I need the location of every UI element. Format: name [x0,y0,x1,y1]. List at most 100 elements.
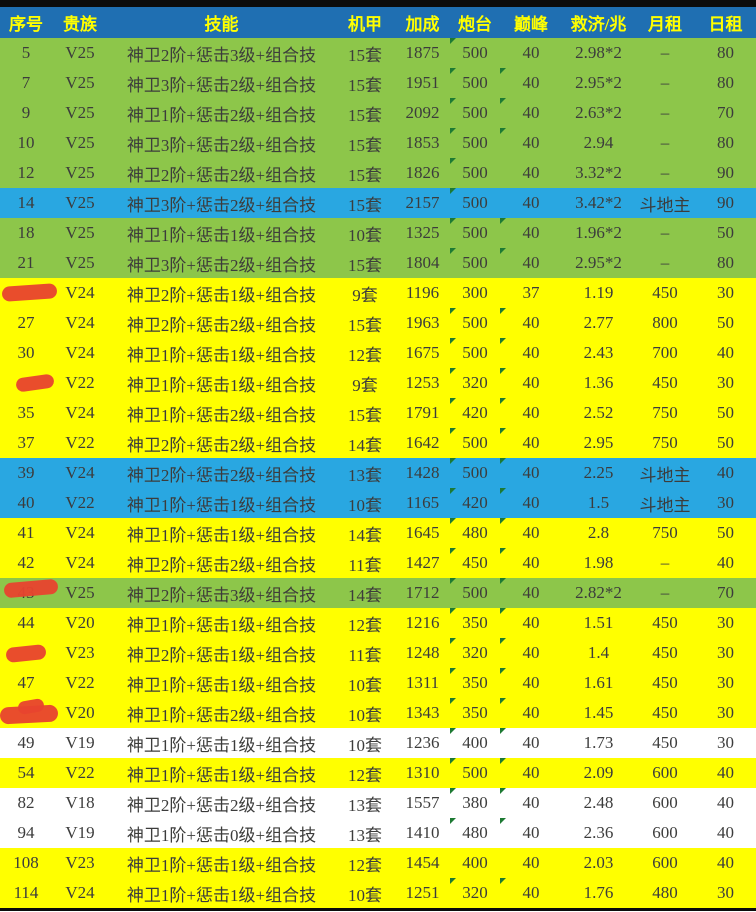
cell-jijia[interactable]: 11套 [348,645,382,665]
cell-dianfeng[interactable]: 40 [500,548,562,578]
cell-rizu[interactable]: 30 [717,283,734,302]
cell-jiuji[interactable]: 1.5 [587,493,610,512]
cell-yuezu[interactable]: 750 [652,433,678,452]
cell-xuhao[interactable]: 39 [17,463,35,482]
cell-xuhao[interactable]: 47 [17,673,35,692]
cell-jineng[interactable]: 神卫2阶+惩击3级+组合技 [126,585,317,605]
cell-jijia[interactable]: 14套 [348,525,382,545]
cell-paotai[interactable]: 350 [450,698,500,728]
cell-guizu[interactable]: V24 [65,343,95,362]
cell-jiuji[interactable]: 2.77 [583,313,614,332]
cell-jiuji[interactable]: 1.61 [583,673,614,692]
cell-guizu[interactable]: V20 [65,613,95,632]
cell-jiuji[interactable]: 1.19 [583,283,614,302]
cell-paotai[interactable]: 500 [450,248,500,278]
cell-jiuji[interactable]: 1.96*2 [575,223,622,242]
cell-xuhao[interactable]: 5 [21,43,31,62]
cell-jiuji[interactable]: 2.8 [587,523,610,542]
cell-xuhao[interactable]: 49 [17,733,35,752]
cell-jiacheng[interactable]: 1216 [405,613,440,632]
cell-jiacheng[interactable]: 1410 [405,823,440,842]
cell-jiacheng[interactable]: 2157 [405,193,440,212]
cell-guizu[interactable]: V22 [65,373,95,392]
cell-paotai[interactable]: 500 [450,218,500,248]
header-rizu[interactable]: 日租 [708,15,743,34]
cell-jineng[interactable]: 神卫1阶+惩击2级+组合技 [126,405,317,425]
cell-dianfeng[interactable]: 40 [500,98,562,128]
cell-jijia[interactable]: 12套 [348,855,382,875]
cell-jineng[interactable]: 神卫1阶+惩击1级+组合技 [126,735,317,755]
cell-paotai[interactable]: 500 [450,758,500,788]
cell-paotai[interactable]: 400 [462,853,488,872]
header-paotai[interactable]: 炮台 [458,15,492,34]
cell-dianfeng[interactable]: 40 [500,398,562,428]
cell-yuezu[interactable]: 斗地主 [639,465,691,485]
cell-jijia[interactable]: 10套 [348,885,382,905]
cell-jijia[interactable]: 13套 [348,465,382,485]
cell-guizu[interactable]: V22 [65,493,95,512]
cell-jijia[interactable]: 12套 [348,615,382,635]
cell-jiacheng[interactable]: 1196 [405,283,440,302]
cell-paotai[interactable]: 500 [450,458,500,488]
cell-xuhao[interactable]: 14 [17,193,35,212]
cell-jiuji[interactable]: 2.36 [583,823,614,842]
cell-rizu[interactable]: 30 [717,493,734,512]
cell-jiuji[interactable]: 2.25 [583,463,614,482]
header-xuhao[interactable]: 序号 [9,15,43,34]
header-jiuji[interactable]: 救济/兆 [570,15,627,34]
cell-rizu[interactable]: 50 [717,523,734,542]
header-dianfeng[interactable]: 巅峰 [514,15,548,34]
cell-jiacheng[interactable]: 1804 [405,253,440,272]
cell-guizu[interactable]: V25 [65,133,95,152]
cell-paotai[interactable]: 500 [450,578,500,608]
header-yuezu[interactable]: 月租 [648,15,682,34]
cell-jiuji[interactable]: 1.73 [583,733,614,752]
cell-yuezu[interactable]: – [660,43,670,62]
cell-xuhao[interactable]: 82 [17,793,35,812]
cell-jiacheng[interactable]: 1951 [405,73,440,92]
cell-rizu[interactable]: 50 [717,403,734,422]
cell-jijia[interactable]: 15套 [348,135,382,155]
cell-guizu[interactable]: V22 [65,763,95,782]
cell-xuhao[interactable]: 44 [17,613,35,632]
cell-jijia[interactable]: 15套 [348,105,382,125]
cell-jineng[interactable]: 神卫2阶+惩击2级+组合技 [126,435,317,455]
cell-paotai[interactable]: 320 [450,878,500,908]
cell-rizu[interactable]: 50 [717,433,734,452]
cell-jijia[interactable]: 14套 [348,585,382,605]
cell-dianfeng[interactable]: 40 [500,308,562,338]
cell-yuezu[interactable]: – [660,103,670,122]
cell-paotai[interactable]: 500 [450,188,500,218]
cell-yuezu[interactable]: 600 [652,823,678,842]
cell-jiacheng[interactable]: 1253 [405,373,440,392]
cell-jijia[interactable]: 11套 [348,555,382,575]
cell-dianfeng[interactable]: 40 [500,458,562,488]
cell-dianfeng[interactable]: 40 [522,853,540,872]
cell-yuezu[interactable]: 480 [652,883,678,902]
cell-guizu[interactable]: V24 [65,883,95,902]
cell-yuezu[interactable]: – [660,583,670,602]
cell-jiacheng[interactable]: 1311 [405,673,440,692]
cell-jijia[interactable]: 10套 [348,495,382,515]
cell-jijia[interactable]: 13套 [348,795,382,815]
cell-guizu[interactable]: V19 [65,823,95,842]
cell-guizu[interactable]: V22 [65,673,95,692]
cell-jiacheng[interactable]: 1826 [405,163,440,182]
cell-yuezu[interactable]: – [660,73,670,92]
header-jiacheng[interactable]: 加成 [405,15,440,34]
cell-xuhao[interactable]: 18 [17,223,35,242]
cell-xuhao[interactable]: 30 [17,343,35,362]
cell-jiuji[interactable]: 1.4 [587,643,610,662]
cell-xuhao[interactable]: 40 [17,493,35,512]
cell-jineng[interactable]: 神卫1阶+惩击1级+组合技 [126,495,317,515]
cell-paotai[interactable]: 300 [462,283,488,302]
cell-yuezu[interactable]: 450 [652,283,678,302]
cell-paotai[interactable]: 450 [450,548,500,578]
cell-jijia[interactable]: 10套 [348,675,382,695]
cell-yuezu[interactable]: 700 [652,343,678,362]
cell-xuhao[interactable]: 7 [21,73,31,92]
cell-guizu[interactable]: V24 [65,403,95,422]
cell-paotai[interactable]: 500 [450,98,500,128]
cell-jijia[interactable]: 13套 [348,825,382,845]
cell-paotai[interactable]: 350 [450,608,500,638]
